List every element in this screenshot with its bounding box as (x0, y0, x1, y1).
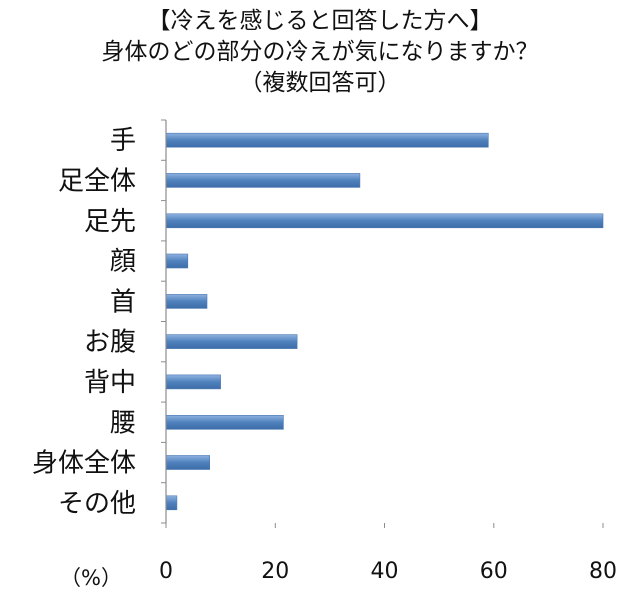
bar-10 (165, 495, 178, 511)
bar-5 (165, 294, 208, 309)
x-tick-label-80: 80 (589, 559, 617, 584)
bar-8 (165, 414, 284, 430)
category-label-3: 足先 (84, 207, 136, 237)
bar-1 (165, 132, 489, 148)
chart-title: 【冷えを感じると回答した方へ】 (147, 8, 493, 34)
bar-4 (165, 253, 189, 269)
x-tick-label-40: 40 (371, 559, 399, 584)
bar-7 (165, 374, 221, 390)
bar-6 (165, 334, 298, 349)
bar-3 (165, 213, 604, 229)
bars-layer (165, 132, 604, 511)
x-tick-label-20: 20 (261, 559, 289, 584)
axis-layer (161, 119, 604, 528)
category-label-7: 背中 (84, 368, 136, 398)
chart-subtitle: 身体のどの部分の冷えが気になりますか？ (101, 39, 539, 65)
chart-title-block: 【冷えを感じると回答した方へ】 身体のどの部分の冷えが気になりますか？ （複数回… (0, 6, 640, 99)
category-label-5: 首 (110, 287, 136, 317)
category-label-8: 腰 (110, 408, 136, 438)
chart-note: （複数回答可） (239, 70, 401, 96)
category-label-4: 顔 (110, 247, 136, 277)
category-label-9: 身体全体 (32, 449, 136, 479)
category-label-1: 手 (110, 126, 136, 156)
bar-2 (165, 173, 361, 188)
category-label-6: お腹 (84, 328, 136, 358)
bar-9 (165, 455, 211, 470)
x-axis-unit-label: （%） (60, 566, 122, 590)
category-label-2: 足全体 (58, 166, 136, 196)
category-label-10: その他 (58, 489, 136, 519)
x-tick-label-0: 0 (159, 559, 173, 584)
x-tick-label-60: 60 (480, 559, 508, 584)
